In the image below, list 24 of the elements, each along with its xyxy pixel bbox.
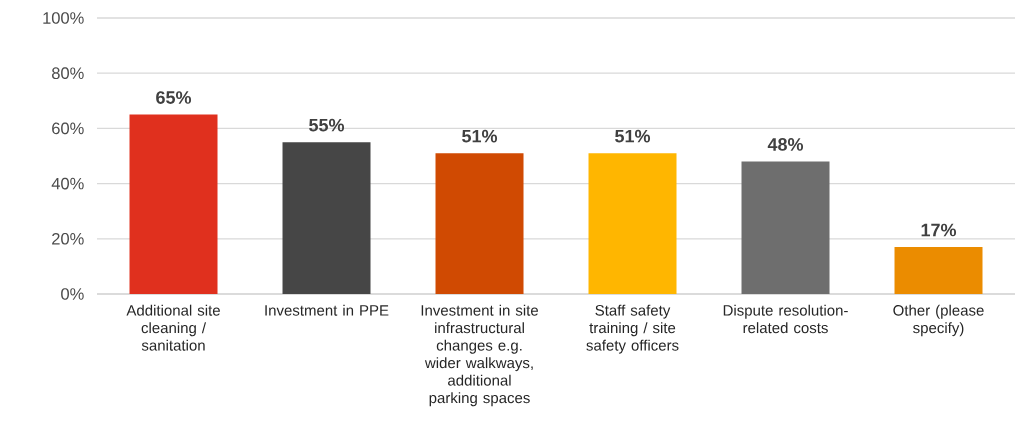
x-tick-label: Staff safety training / site safety officers	[586, 304, 679, 354]
bar	[129, 114, 218, 294]
bar	[894, 247, 983, 294]
x-tick-label: Dispute resolution-related costs	[723, 304, 848, 334]
x-tick-label: Investment in PPE	[265, 304, 389, 316]
y-tick-label: 20%	[52, 232, 84, 245]
bar	[282, 142, 371, 294]
y-tick-label: 0%	[61, 288, 84, 300]
y-tick-label: 80%	[52, 67, 84, 80]
bar	[741, 161, 830, 294]
bar	[435, 153, 524, 294]
y-tick-label: 60%	[52, 122, 84, 135]
x-tick-label: Other (please specify)	[893, 304, 984, 337]
data-label: 65%	[156, 91, 192, 104]
bar	[588, 153, 677, 294]
data-label: 51%	[462, 129, 498, 143]
data-label: 55%	[309, 118, 345, 132]
data-label: 51%	[615, 129, 651, 143]
x-tick-label: Additional site cleaning / sanitation	[126, 304, 220, 351]
data-label: 17%	[921, 223, 957, 237]
data-label: 48%	[767, 138, 804, 151]
x-tick-label: Investment in site infrastructural changes e.g. wider walkways, additional parking spaces	[421, 304, 539, 407]
y-tick-label: 40%	[51, 177, 84, 190]
y-tick-label: 100%	[43, 12, 84, 24]
